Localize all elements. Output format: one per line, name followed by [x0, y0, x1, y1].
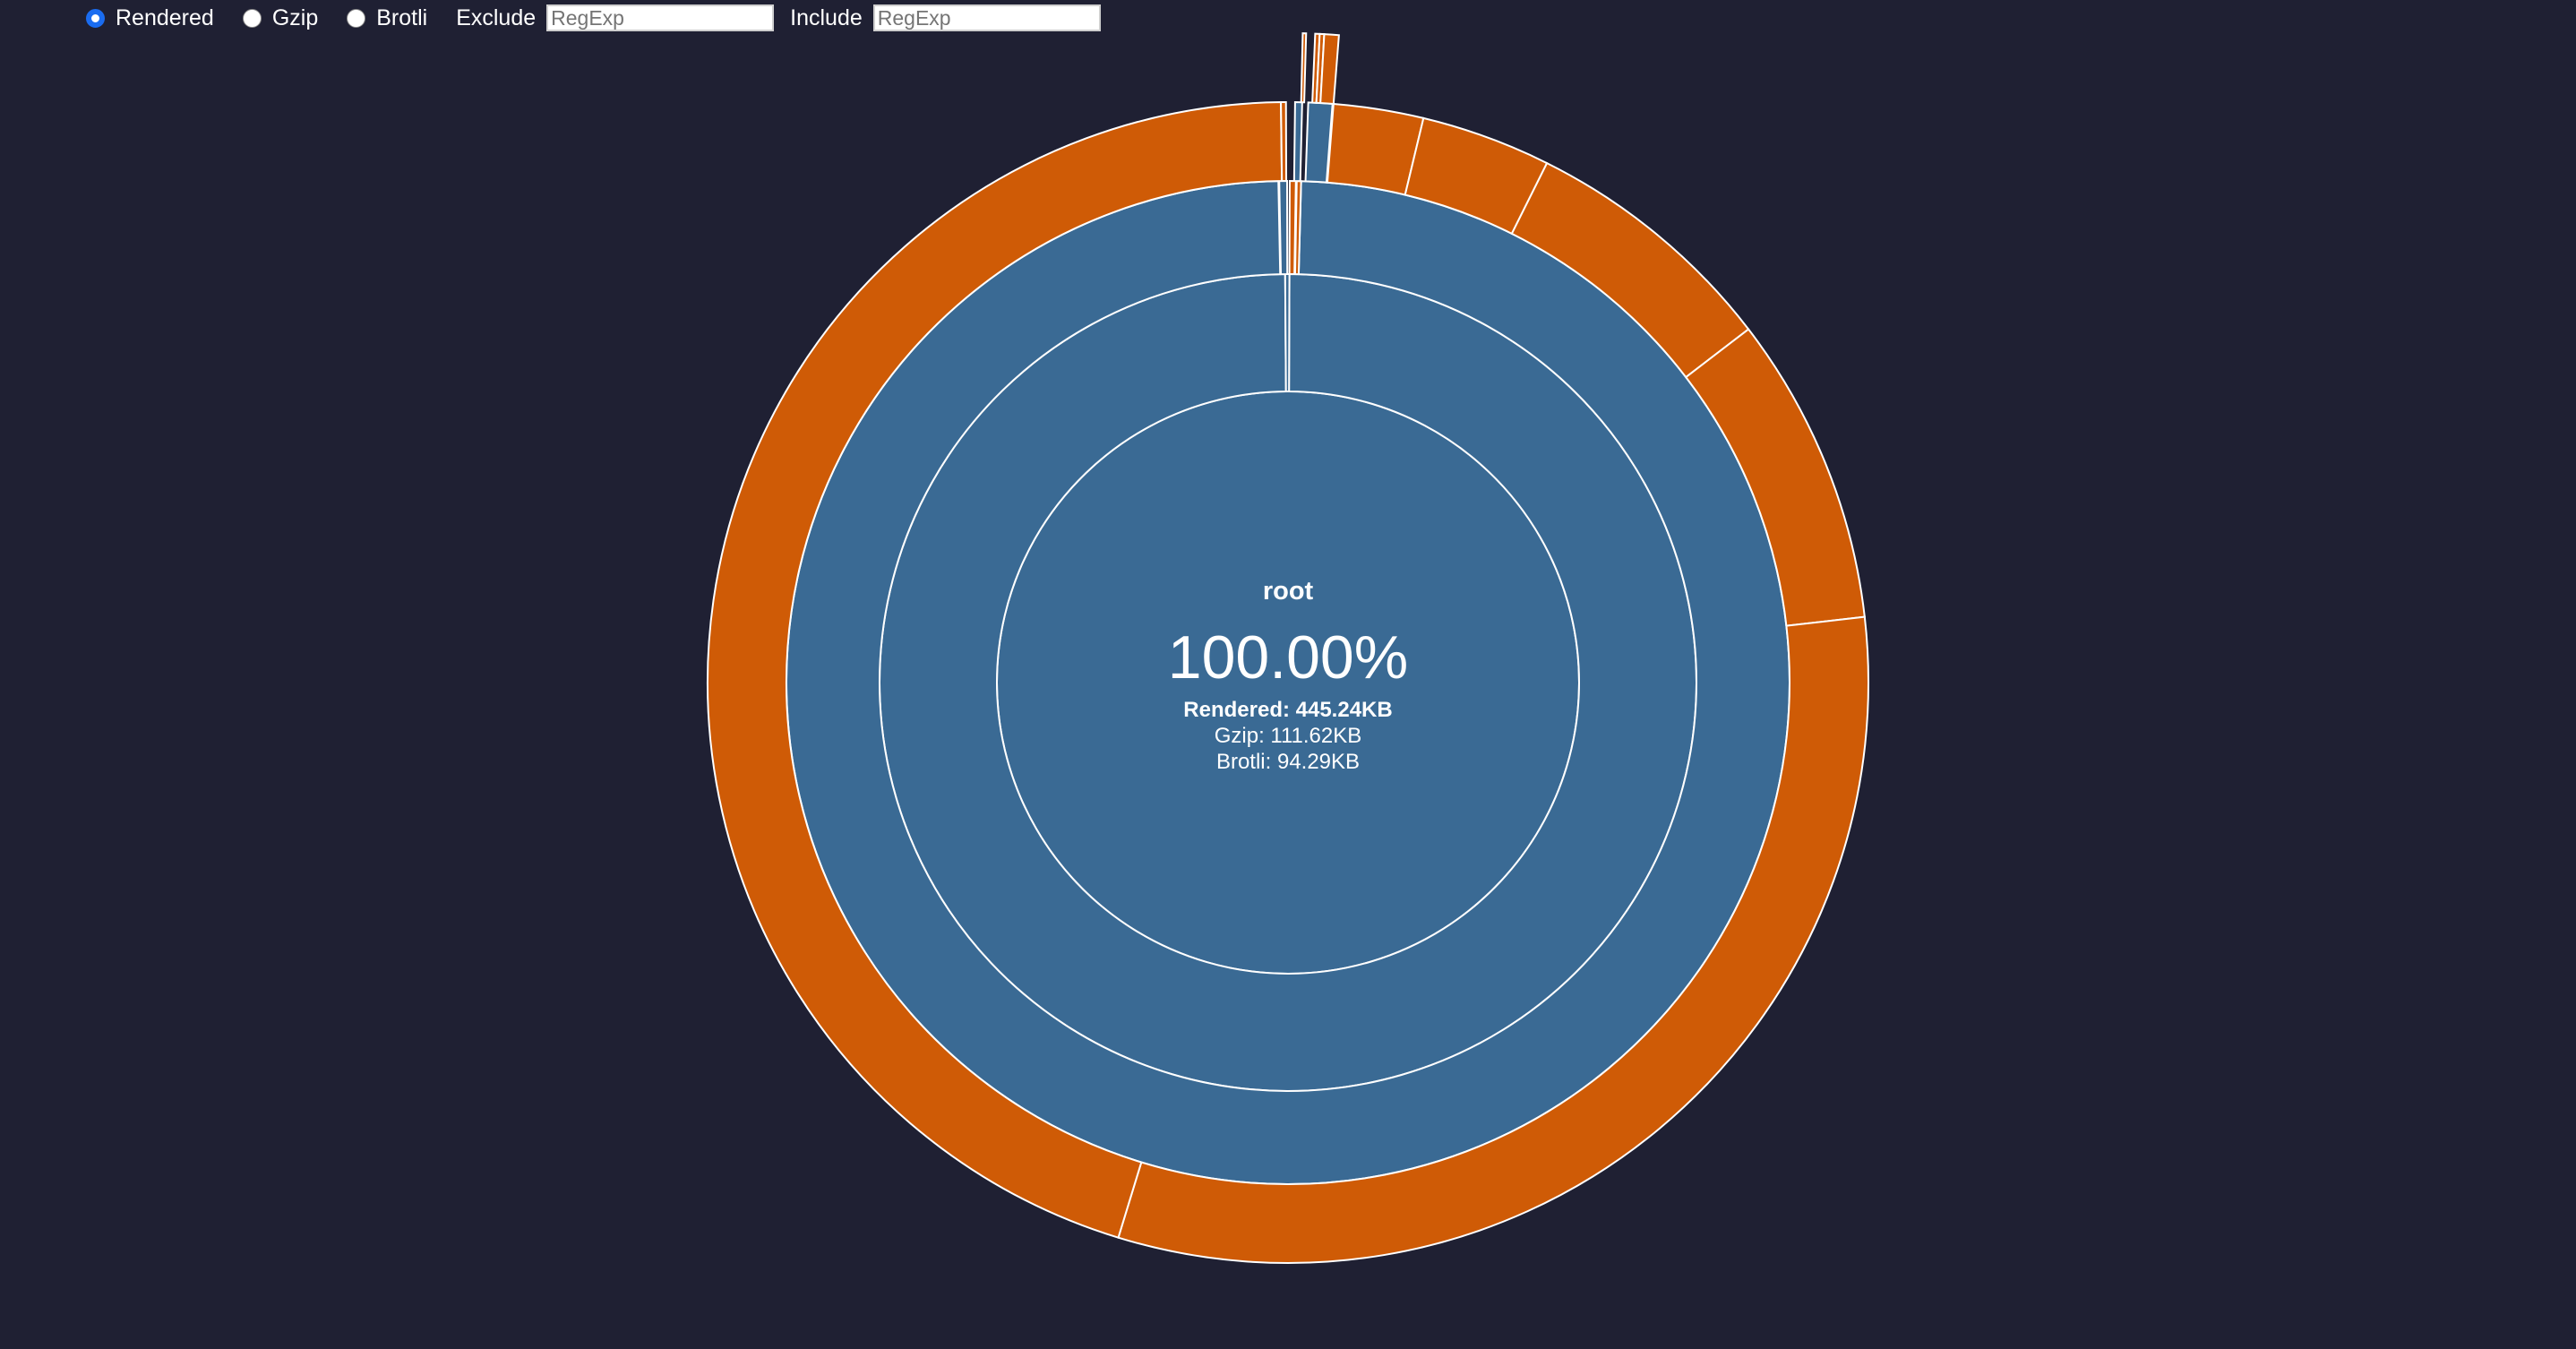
toolbar: Rendered Gzip Brotli Exclude Include — [86, 0, 1117, 36]
sunburst-ring2-small-a[interactable] — [1278, 179, 1289, 276]
center-node-percent: 100.00% — [1167, 623, 1409, 692]
sunburst-ring4-file-4[interactable] — [1319, 33, 1340, 106]
sunburst-segments — [706, 32, 1869, 1264]
radio-rendered[interactable]: Rendered — [86, 5, 214, 31]
center-summary: root 100.00% Rendered: 445.24KB Gzip: 11… — [1109, 564, 1467, 775]
radio-brotli-button[interactable] — [347, 8, 366, 28]
radio-brotli[interactable]: Brotli — [347, 5, 427, 31]
sunburst-ring3-file-5[interactable] — [1117, 615, 1869, 1264]
include-input[interactable] — [872, 4, 1101, 31]
exclude-label: Exclude — [456, 4, 537, 30]
include-label: Include — [790, 4, 863, 30]
sunburst-ring1-small[interactable] — [1284, 273, 1291, 393]
radio-rendered-label: Rendered — [116, 4, 214, 30]
center-gzip-size: Gzip: 111.62KB — [1214, 724, 1362, 748]
sunburst-ring3-folder-1[interactable] — [1292, 101, 1303, 183]
radio-brotli-label: Brotli — [376, 4, 428, 30]
radio-gzip-label: Gzip — [271, 4, 319, 30]
sunburst-ring4-file-1[interactable] — [1300, 32, 1308, 104]
center-rendered-size: Rendered: 445.24KB — [1183, 698, 1393, 722]
center-node-name: root — [1262, 577, 1314, 606]
radio-gzip-button[interactable] — [242, 8, 262, 28]
sunburst-ring3-file-6[interactable] — [706, 101, 1284, 1239]
radio-gzip[interactable]: Gzip — [242, 4, 319, 31]
center-brotli-size: Brotli: 94.29KB — [1215, 750, 1361, 774]
sunburst-ring3-file-7[interactable] — [1280, 101, 1288, 183]
radio-rendered-button[interactable] — [86, 8, 105, 28]
exclude-input[interactable] — [546, 4, 775, 31]
